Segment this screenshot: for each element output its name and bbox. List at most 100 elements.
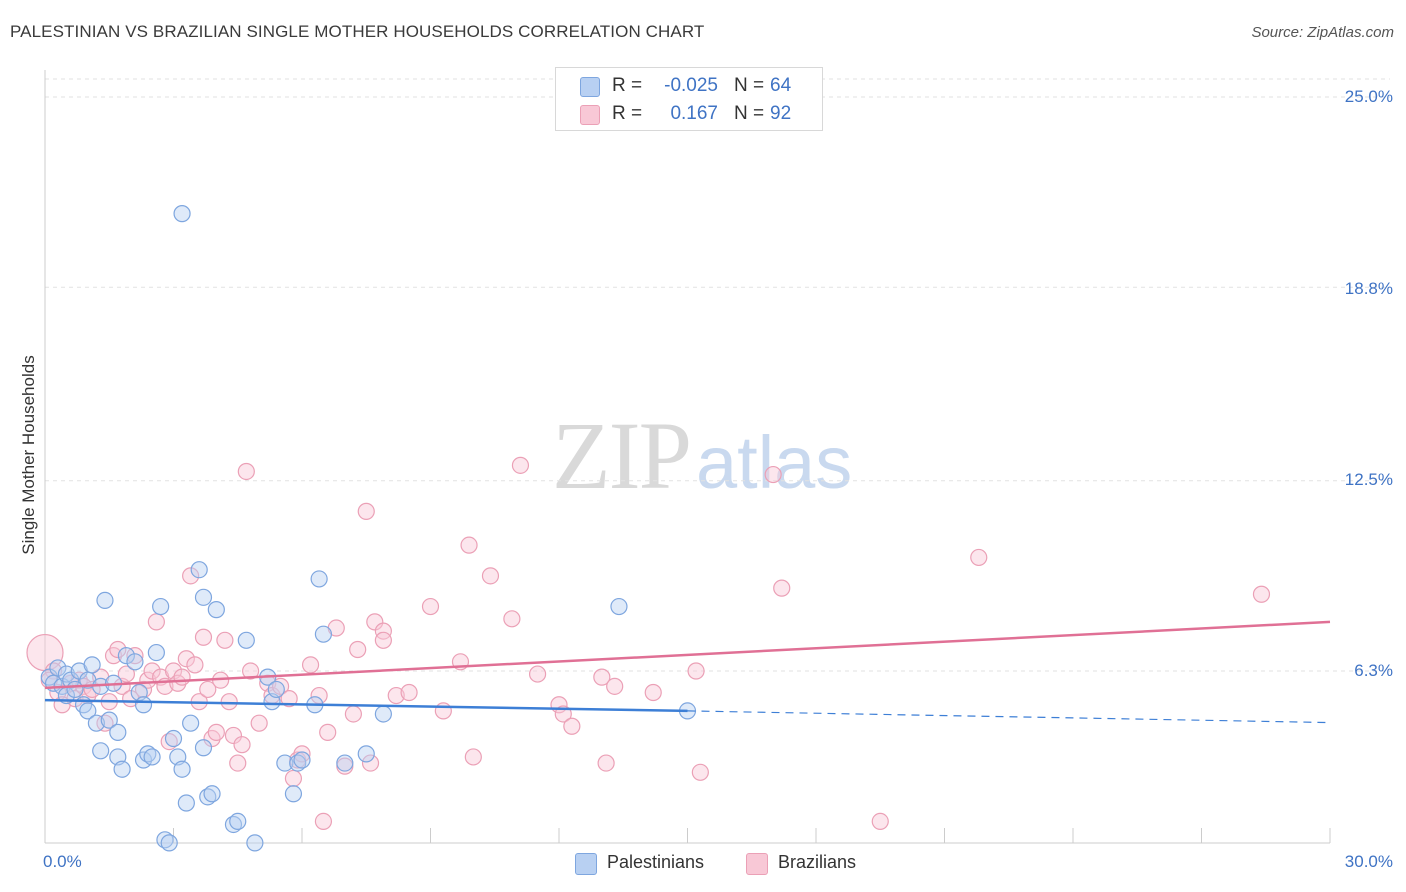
brazilians-point — [319, 723, 337, 741]
legend-row-palestinians: R = -0.025 N = 64 — [556, 71, 822, 101]
palestinians-point — [314, 625, 333, 643]
chart-title: PALESTINIAN VS BRAZILIAN SINGLE MOTHER H… — [10, 22, 705, 41]
brazilians-point — [224, 726, 243, 745]
brazilians-point — [194, 628, 213, 646]
watermark: ZIPatlas — [552, 400, 852, 511]
legend-label: Palestinians — [607, 852, 705, 872]
brazilians-point — [349, 640, 367, 659]
brazilians-point — [109, 640, 127, 659]
brazilians-point — [229, 754, 247, 772]
legend-r-value: -0.025 — [664, 75, 718, 96]
legend-n-value: 92 — [770, 103, 792, 124]
brazilians-point — [344, 705, 362, 723]
trend-lines — [44, 620, 1331, 724]
legend-n-label: N = — [734, 75, 765, 96]
palestinians-point — [194, 588, 213, 606]
brazilians-point — [606, 677, 624, 695]
legend-label: Brazilians — [778, 852, 857, 872]
brazilians-point — [511, 456, 530, 474]
brazilians-point — [366, 613, 384, 631]
grid-lines — [45, 78, 1390, 672]
palestinians-trend-line — [44, 698, 688, 713]
palestinians-point — [152, 597, 170, 616]
brazilians-point — [220, 693, 238, 711]
brazilians-point — [177, 650, 195, 668]
legend-r-label: R = — [612, 75, 643, 96]
brazilians-point — [186, 656, 204, 674]
brazilians-point — [593, 668, 611, 686]
x-tick-label: 30.0% — [1344, 852, 1393, 871]
brazilians-point — [301, 656, 320, 674]
palestinians-point — [203, 785, 221, 803]
brazilians-point — [773, 579, 791, 597]
x-tick-label: 0.0% — [43, 852, 82, 871]
palestinians-point — [126, 653, 144, 671]
brazilians-point — [199, 680, 217, 699]
brazilians-point — [143, 662, 161, 680]
palestinians-point — [173, 205, 191, 223]
palestinians-point — [267, 680, 285, 699]
brazilians-point — [374, 622, 392, 640]
y-tick-label: 18.8% — [1344, 279, 1393, 298]
palestinians-point — [49, 659, 67, 677]
brazilians-point — [871, 812, 889, 831]
watermark-zip: ZIP — [552, 402, 692, 509]
palestinians-point — [96, 591, 114, 610]
palestinians-trend-extension — [687, 710, 1331, 724]
brazilians-point — [237, 462, 255, 481]
palestinians-point — [92, 742, 110, 760]
palestinians-point — [79, 702, 97, 720]
palestinians-point — [143, 748, 161, 766]
brazilians-point — [464, 748, 482, 766]
palestinians-point — [83, 656, 101, 674]
palestinians-point — [100, 711, 118, 729]
brazilians-trend-line — [44, 620, 1331, 690]
brazilians-points — [26, 456, 1271, 831]
watermark-atlas: atlas — [696, 421, 853, 504]
palestinians-point — [113, 760, 131, 778]
brazilians-point — [361, 754, 380, 772]
brazilians-point — [357, 502, 375, 520]
brazilians-point — [563, 717, 581, 735]
brazilians-point — [280, 690, 298, 708]
axes — [44, 70, 1331, 844]
brazilians-point — [387, 686, 405, 705]
brazilians-point — [374, 631, 392, 649]
y-tick-label: 6.3% — [1354, 661, 1393, 680]
brazilians-point — [284, 769, 303, 788]
palestinians-point — [207, 601, 225, 619]
legend-swatch-blue — [580, 77, 600, 97]
y-tick-label: 12.5% — [1344, 470, 1393, 489]
palestinians-point — [190, 561, 208, 579]
brazilians-point — [597, 754, 615, 772]
palestinians-point — [310, 570, 328, 588]
palestinians-point — [177, 794, 195, 812]
palestinians-points — [40, 205, 697, 852]
palestinians-point — [336, 754, 354, 772]
palestinians-point — [276, 754, 294, 772]
brazilians-point — [314, 812, 333, 831]
brazilians-point — [293, 745, 311, 763]
brazilians-point — [687, 662, 705, 680]
brazilians-point — [139, 671, 157, 689]
brazilians-point — [503, 610, 521, 628]
palestinians-point — [160, 834, 178, 852]
brazilians-point — [481, 567, 500, 585]
y-tick-label: 25.0% — [1344, 87, 1393, 106]
brazilians-point — [421, 597, 440, 616]
palestinians-point — [610, 597, 628, 616]
legend-swatch-pink — [746, 853, 768, 875]
brazilians-point — [691, 763, 709, 781]
palestinians-point — [117, 647, 135, 665]
palestinians-point — [173, 760, 191, 778]
legend-swatch-blue — [575, 853, 597, 875]
palestinians-point — [87, 714, 106, 732]
brazilians-point — [147, 613, 165, 631]
brazilians-point — [242, 662, 260, 680]
palestinians-point — [147, 643, 165, 662]
brazilians-point — [233, 736, 251, 754]
brazilians-point — [644, 683, 662, 702]
palestinians-point — [134, 696, 153, 714]
brazilians-point — [764, 465, 782, 484]
